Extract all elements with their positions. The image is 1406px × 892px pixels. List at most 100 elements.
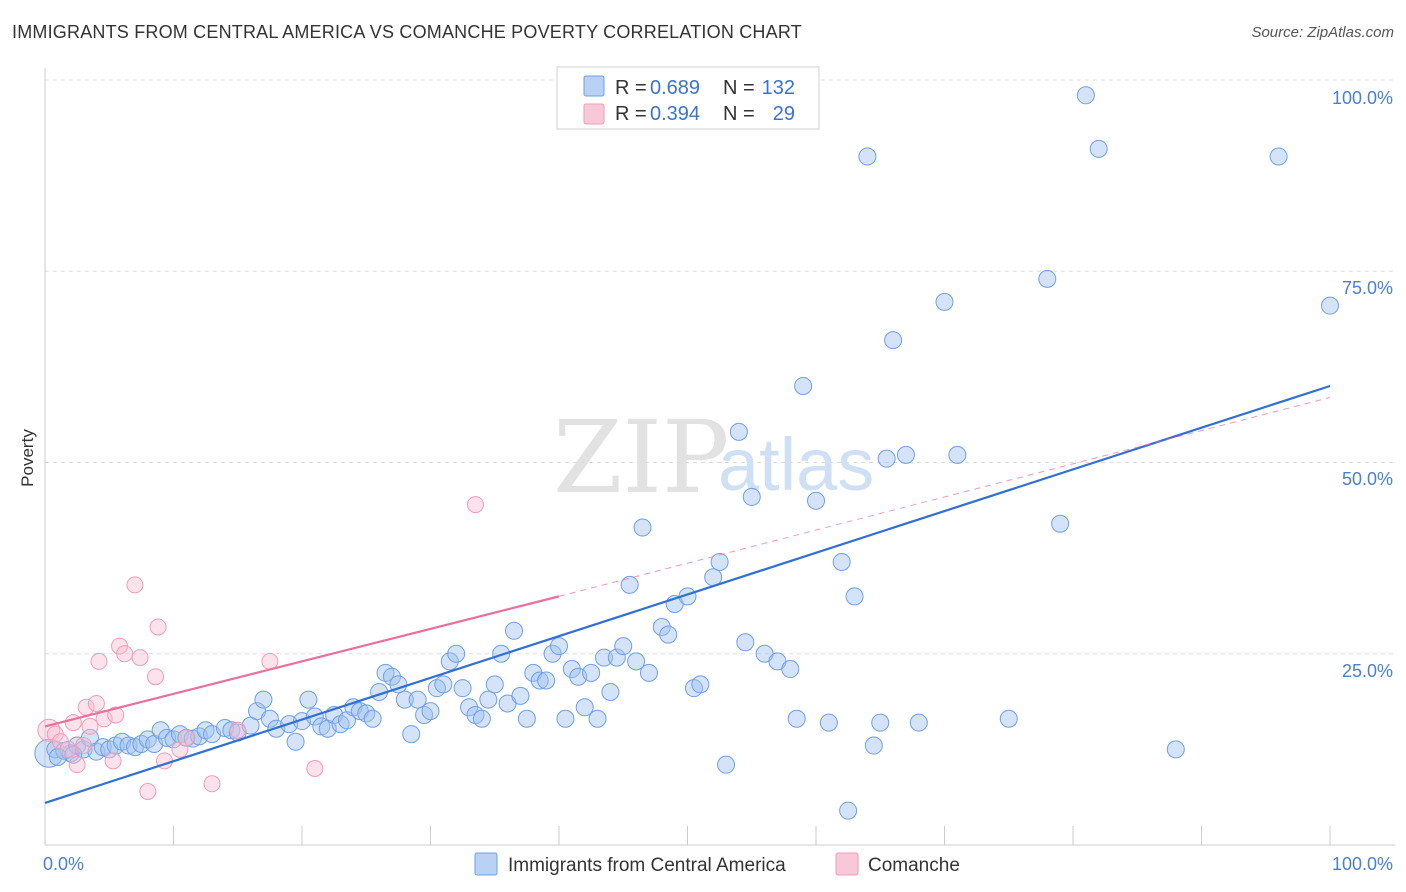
immigrants-point-127: [1269, 147, 1288, 166]
immigrants-point-120: [948, 445, 967, 464]
immigrants-point-118: [909, 713, 928, 732]
immigrants-point-83: [594, 648, 613, 667]
immigrants-point-98: [710, 552, 729, 571]
comanche-point-15: [116, 645, 134, 663]
immigrants-point-87: [620, 575, 639, 594]
immigrants-point-74: [537, 671, 556, 690]
comanche-point-24: [203, 775, 221, 793]
y-axis-label: Poverty: [18, 429, 37, 487]
legend-r-value-2: 0.394: [650, 103, 700, 125]
series-legend-label-immigrants: Immigrants from Central America: [508, 855, 786, 876]
comanche-point-12: [104, 752, 122, 770]
y-tick-label-100: 100.0%: [1332, 88, 1393, 108]
watermark-zip: ZIP: [553, 399, 729, 516]
immigrants-point-81: [582, 663, 601, 682]
x-tick-label-100: 100.0%: [1332, 854, 1393, 874]
comanche-point-19: [147, 668, 165, 686]
legend-n-label-2: N =: [723, 103, 755, 125]
immigrants-point-65: [479, 690, 498, 709]
comanche-point-23: [177, 729, 195, 747]
immigrants-point-123: [1051, 514, 1070, 533]
legend-n-label-1: N =: [723, 77, 755, 99]
y-tick-label-75: 75.0%: [1342, 278, 1393, 298]
immigrants-point-88: [627, 652, 646, 671]
trend-lines: [44, 384, 1331, 804]
immigrants-point-90: [639, 663, 658, 682]
immigrants-point-47: [363, 709, 382, 728]
stats-legend: R = 0.689 N = 132 R = 0.394 N = 29: [556, 66, 820, 130]
x-tick-label-0: 0.0%: [43, 854, 84, 874]
immigrants-point-73: [530, 671, 549, 690]
immigrants-point-76: [550, 637, 568, 656]
immigrants-point-58: [434, 675, 453, 694]
comanche-point-6: [75, 737, 93, 755]
immigrants-point-32: [260, 709, 279, 728]
comanche-point-3: [59, 740, 77, 758]
immigrants-point-54: [408, 690, 427, 709]
series-legend-swatch-immigrants: [474, 852, 498, 876]
watermark-atlas: atlas: [718, 423, 874, 506]
immigrants-point-80: [575, 698, 594, 717]
immigrants-point-84: [601, 683, 620, 701]
comanche-point-17: [131, 649, 149, 667]
trend-line-comanche: [44, 595, 560, 728]
immigrants-point-114: [864, 736, 883, 755]
immigrants-point-75: [543, 644, 562, 663]
legend-r-value-1: 0.689: [650, 77, 700, 99]
trend-line-comanche-extension: [558, 396, 1331, 597]
immigrants-point-100: [729, 422, 748, 441]
immigrants-point-35: [286, 732, 305, 751]
immigrants-point-108: [807, 491, 825, 510]
comanche-point-5: [68, 756, 86, 774]
immigrants-point-111: [839, 801, 858, 820]
immigrants-point-122: [1038, 269, 1057, 288]
immigrants-point-121: [999, 709, 1018, 728]
immigrants-point-78: [562, 660, 581, 679]
x-axis-ticks: [44, 826, 1331, 845]
immigrants-point-112: [845, 587, 864, 606]
immigrants-point-126: [1166, 740, 1185, 759]
immigrants-point-85: [607, 648, 626, 667]
immigrants-point-64: [472, 709, 491, 728]
immigrants-point-15: [138, 730, 157, 749]
immigrants-point-86: [614, 637, 633, 656]
immigrants-point-125: [1089, 139, 1108, 158]
immigrants-point-92: [659, 625, 678, 644]
immigrants-point-91: [652, 617, 671, 636]
immigrants-point-128: [1321, 296, 1339, 315]
immigrants-point-113: [858, 147, 877, 166]
immigrants-point-96: [691, 675, 710, 694]
legend-swatch-pink: [583, 103, 605, 125]
immigrants-point-69: [505, 621, 524, 640]
immigrants-point-50: [382, 667, 401, 686]
comanche-point-9: [87, 694, 105, 712]
immigrants-point-43: [337, 711, 356, 730]
immigrants-point-110: [832, 552, 851, 571]
immigrants-point-67: [492, 644, 511, 663]
immigrants-point-77: [556, 709, 575, 728]
comanche-point-18: [139, 782, 157, 800]
immigrants-point-109: [819, 713, 838, 732]
immigrants-point-99: [717, 755, 736, 774]
immigrants-point-59: [440, 652, 459, 671]
immigrants-point-89: [633, 518, 652, 537]
comanche-point-20: [149, 618, 167, 636]
immigrants-point-53: [402, 725, 421, 744]
immigrants-point-17: [151, 721, 170, 740]
immigrants-point-70: [511, 686, 530, 705]
comanche-point-13: [107, 706, 125, 724]
legend-n-value-2: 29: [773, 103, 795, 125]
comanche-point-16: [126, 576, 144, 594]
immigrants-point-82: [588, 709, 607, 728]
immigrants-point-107: [794, 377, 813, 395]
chart-title: IMMIGRANTS FROM CENTRAL AMERICA VS COMAN…: [12, 22, 802, 42]
immigrants-point-115: [871, 713, 890, 732]
series-legend: Immigrants from Central America Comanche: [474, 852, 960, 876]
y-tick-labels: 25.0% 50.0% 75.0% 100.0%: [1332, 88, 1393, 681]
immigrants-point-101: [736, 633, 755, 652]
legend-n-value-1: 132: [762, 77, 795, 99]
immigrants-point-37: [299, 690, 318, 709]
immigrants-point-56: [421, 702, 440, 721]
immigrants-point-71: [517, 709, 536, 728]
